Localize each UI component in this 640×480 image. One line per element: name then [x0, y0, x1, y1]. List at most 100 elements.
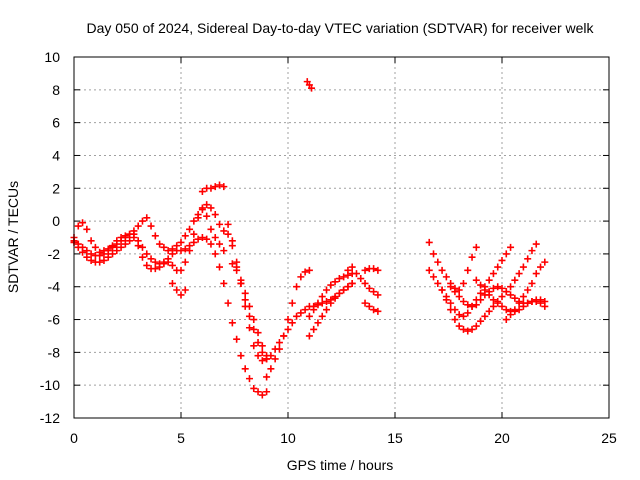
data-point: [502, 316, 510, 324]
data-point: [511, 306, 519, 314]
series-track-3: [70, 206, 228, 274]
data-point: [519, 293, 527, 301]
data-point: [352, 270, 360, 278]
series-track-22: [502, 279, 536, 324]
data-point: [224, 230, 232, 238]
data-point: [357, 275, 365, 283]
data-point: [267, 365, 275, 373]
data-point: [109, 250, 117, 258]
data-point: [258, 348, 266, 356]
data-point: [83, 225, 91, 233]
data-point: [241, 289, 249, 297]
data-point: [459, 279, 467, 287]
data-point: [494, 283, 502, 291]
data-point: [318, 293, 326, 301]
series-track-5: [198, 181, 228, 196]
data-point: [477, 317, 485, 325]
data-point: [130, 230, 138, 238]
data-point: [143, 214, 151, 222]
data-point: [250, 316, 258, 324]
data-point: [190, 217, 198, 225]
x-tick-label: 5: [177, 430, 185, 446]
data-point: [245, 302, 253, 310]
data-point: [173, 286, 181, 294]
x-tick-label: 25: [601, 430, 617, 446]
data-point: [211, 183, 219, 191]
data-point: [271, 355, 279, 363]
data-point: [258, 342, 266, 350]
data-point: [447, 283, 455, 291]
data-point: [164, 247, 172, 255]
x-tick-label: 10: [280, 430, 296, 446]
data-point: [241, 296, 249, 304]
data-point: [489, 296, 497, 304]
data-point: [156, 240, 164, 248]
data-point: [280, 332, 288, 340]
series-track-7: [228, 260, 266, 350]
data-point: [113, 237, 121, 245]
data-point: [455, 322, 463, 330]
series-track-15: [361, 299, 382, 315]
data-point: [348, 263, 356, 271]
y-tick-labels: -12 -10 -8 -6 -4 -2 0 2 4 6 8 10: [40, 49, 60, 426]
data-point: [228, 260, 236, 268]
data-point: [425, 238, 433, 246]
data-point: [331, 294, 339, 302]
data-point: [541, 302, 549, 310]
series-track-9: [263, 266, 313, 381]
data-point: [464, 301, 472, 309]
data-point: [138, 217, 146, 225]
y-tick-label: 4: [52, 147, 60, 163]
y-tick-label: -2: [48, 246, 61, 262]
data-point: [263, 355, 271, 363]
data-point: [168, 261, 176, 269]
series-track-10: [305, 279, 356, 340]
data-point: [477, 281, 485, 289]
data-point: [340, 273, 348, 281]
data-point: [79, 243, 87, 251]
series-track-12: [344, 263, 365, 283]
data-point: [374, 307, 382, 315]
data-point: [515, 270, 523, 278]
data-point: [267, 352, 275, 360]
data-point: [374, 266, 382, 274]
data-point: [541, 258, 549, 266]
data-point: [507, 291, 515, 299]
data-point: [370, 288, 378, 296]
x-tick-labels: 0 5 10 15 20 25: [70, 430, 617, 446]
data-point: [472, 243, 480, 251]
data-point: [211, 211, 219, 219]
data-point: [494, 299, 502, 307]
data-point: [203, 212, 211, 220]
data-point: [425, 266, 433, 274]
y-tick-label: -6: [48, 312, 61, 328]
data-point: [198, 206, 206, 214]
data-points: [70, 78, 549, 399]
series-track-21: [472, 276, 549, 315]
data-point: [190, 230, 198, 238]
data-point: [468, 253, 476, 261]
data-point: [468, 302, 476, 310]
data-point: [455, 311, 463, 319]
data-point: [434, 279, 442, 287]
data-point: [284, 316, 292, 324]
data-point: [297, 309, 305, 317]
y-tick-label: 2: [52, 180, 60, 196]
data-point: [515, 299, 523, 307]
data-point: [459, 325, 467, 333]
data-point: [314, 299, 322, 307]
data-point: [258, 391, 266, 399]
data-point: [498, 256, 506, 264]
data-point: [485, 291, 493, 299]
y-tick-label: -10: [40, 377, 60, 393]
data-point: [442, 296, 450, 304]
data-point: [117, 234, 125, 241]
x-axis-label: GPS time / hours: [287, 457, 394, 473]
data-point: [164, 258, 172, 266]
data-point: [451, 316, 459, 324]
y-tick-label: -4: [48, 279, 61, 295]
data-point: [237, 352, 245, 360]
data-point: [220, 247, 228, 255]
data-point: [323, 286, 331, 294]
